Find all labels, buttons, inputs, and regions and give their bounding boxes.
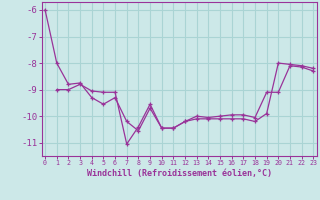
X-axis label: Windchill (Refroidissement éolien,°C): Windchill (Refroidissement éolien,°C) <box>87 169 272 178</box>
